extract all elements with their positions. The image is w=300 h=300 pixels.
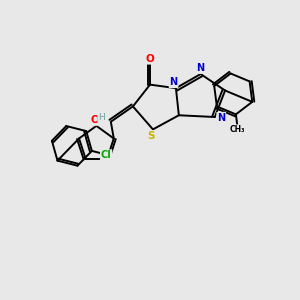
Text: O: O — [146, 54, 154, 64]
Text: O: O — [91, 115, 99, 125]
Text: CH₃: CH₃ — [230, 125, 246, 134]
Text: N: N — [169, 77, 178, 87]
Text: S: S — [148, 131, 155, 141]
Text: N: N — [196, 63, 205, 73]
Text: Cl: Cl — [101, 150, 112, 160]
Text: H: H — [98, 113, 105, 122]
Text: N: N — [217, 112, 225, 123]
